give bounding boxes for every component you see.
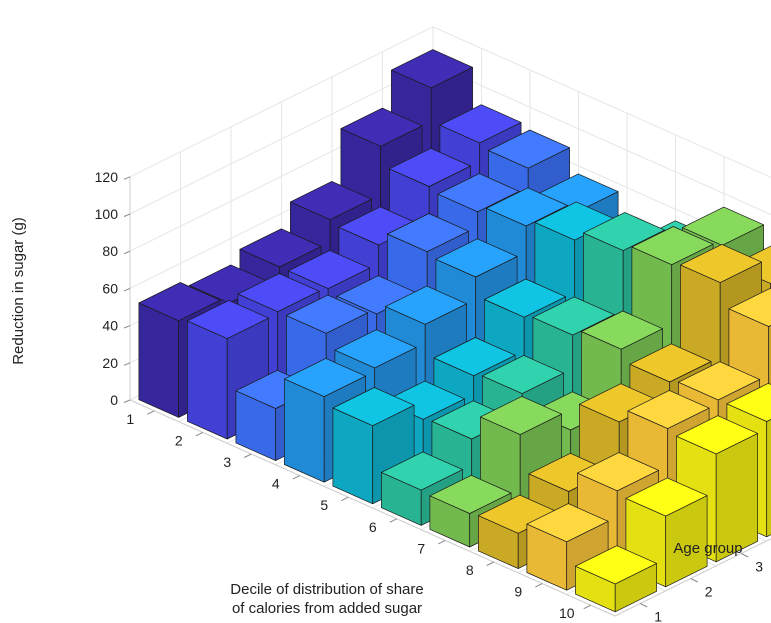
bar-top-face bbox=[627, 390, 710, 429]
x-tick-mark bbox=[389, 518, 397, 523]
z-tick-mark bbox=[123, 250, 131, 255]
z-tick-label: 100 bbox=[95, 206, 119, 222]
labels-layer: 02040608010012012345678910123456 bbox=[95, 169, 764, 623]
bar-top-face bbox=[728, 287, 771, 327]
bar-top-face bbox=[577, 452, 659, 492]
bar-top-face bbox=[486, 187, 568, 227]
bar-top-face bbox=[391, 49, 473, 89]
x-axis-label-line-1: Decile of distribution of share bbox=[230, 581, 423, 598]
x-tick-label: 6 bbox=[369, 519, 377, 535]
bar-front-face bbox=[138, 302, 180, 418]
bar-front-face bbox=[284, 378, 325, 483]
bar-top-face bbox=[480, 396, 562, 435]
z-tick-mark bbox=[123, 362, 131, 366]
bar-top-face bbox=[631, 226, 714, 266]
y-tick-label: 3 bbox=[755, 559, 763, 575]
bar-top-face bbox=[187, 300, 269, 339]
bar-top-face bbox=[526, 503, 609, 543]
x-tick-label: 2 bbox=[175, 432, 183, 448]
bar-top-face bbox=[482, 355, 564, 394]
y-tick-mark bbox=[741, 553, 749, 558]
x-tick-label: 7 bbox=[417, 540, 425, 556]
y-axis-label: Age group bbox=[673, 540, 742, 557]
x-axis-label-line-2: of calories from added sugar bbox=[232, 600, 422, 617]
bar-top-face bbox=[484, 278, 566, 318]
bar-top-face bbox=[381, 451, 463, 491]
bar-top-face bbox=[682, 206, 764, 246]
y-tick-label: 2 bbox=[705, 584, 713, 600]
z-tick-mark bbox=[123, 325, 131, 329]
bar-side-face bbox=[766, 418, 771, 538]
bar-top-face bbox=[678, 361, 760, 401]
x-tick-label: 5 bbox=[320, 497, 328, 513]
bar-top-face bbox=[433, 337, 516, 377]
x-tick-mark bbox=[583, 604, 591, 610]
z-tick-label: 120 bbox=[95, 169, 119, 185]
bar-top-face bbox=[439, 104, 522, 144]
z-tick-mark bbox=[123, 213, 131, 217]
x-tick-mark bbox=[438, 539, 446, 545]
z-tick-label: 80 bbox=[102, 243, 118, 259]
z-tick-mark bbox=[123, 176, 131, 180]
z-tick-label: 60 bbox=[102, 280, 118, 296]
z-axis-label: Reduction in sugar (g) bbox=[10, 217, 27, 365]
y-tick-label: 1 bbox=[654, 609, 662, 623]
bar-top-face bbox=[625, 477, 708, 517]
bar-top-face bbox=[435, 238, 518, 278]
bar-top-face bbox=[581, 310, 663, 350]
y-tick-mark bbox=[690, 578, 698, 583]
x-tick-label: 3 bbox=[223, 454, 231, 470]
bar-top-face bbox=[676, 415, 758, 455]
x-tick-label: 10 bbox=[559, 605, 575, 621]
bar-top-face bbox=[583, 212, 665, 251]
z-tick-label: 20 bbox=[102, 355, 118, 371]
bar-top-face bbox=[138, 282, 221, 322]
bar-top-face bbox=[286, 294, 368, 334]
x-tick-label: 8 bbox=[466, 562, 474, 578]
x-tick-mark bbox=[244, 453, 252, 458]
x-tick-mark bbox=[535, 583, 543, 588]
bar-top-face bbox=[340, 107, 423, 147]
z-tick-label: 40 bbox=[102, 318, 118, 334]
y-axis-line bbox=[614, 538, 771, 617]
bar-top-face bbox=[387, 213, 469, 253]
bar-top-face bbox=[532, 296, 615, 336]
bar-top-face bbox=[284, 358, 366, 397]
bar-top-face bbox=[488, 129, 570, 169]
bar-top-face bbox=[575, 545, 657, 585]
bar-top-face bbox=[629, 343, 712, 383]
x-tick-mark bbox=[147, 410, 155, 415]
bar-top-face bbox=[237, 273, 320, 313]
bar-top-face bbox=[290, 181, 372, 220]
z-tick-mark bbox=[123, 287, 131, 292]
x-axis-line bbox=[129, 399, 616, 617]
y-tick-mark bbox=[640, 603, 648, 608]
bar-top-face bbox=[680, 244, 762, 283]
bar-top-face bbox=[389, 147, 471, 187]
z-tick-label: 0 bbox=[110, 392, 118, 408]
bar-top-face bbox=[726, 382, 771, 422]
bar-top-face bbox=[385, 285, 467, 325]
bar-top-face bbox=[437, 173, 520, 213]
bar-top-face bbox=[239, 228, 322, 268]
bar-top-face bbox=[332, 387, 415, 427]
bar-top-face bbox=[288, 250, 370, 289]
x-tick-mark bbox=[341, 496, 349, 502]
x-tick-label: 4 bbox=[272, 476, 280, 492]
bar-d10-age1 bbox=[575, 545, 657, 613]
bar-top-face bbox=[334, 329, 417, 369]
bars-layer bbox=[138, 49, 771, 613]
z-tick-mark bbox=[123, 399, 131, 403]
x-tick-label: 1 bbox=[126, 411, 134, 427]
x-tick-label: 9 bbox=[514, 584, 522, 600]
x-tick-mark bbox=[292, 475, 300, 480]
x-tick-mark bbox=[486, 561, 494, 566]
bar-top-face bbox=[429, 474, 512, 514]
bar-front-face bbox=[187, 320, 228, 440]
x-tick-mark bbox=[195, 431, 203, 437]
